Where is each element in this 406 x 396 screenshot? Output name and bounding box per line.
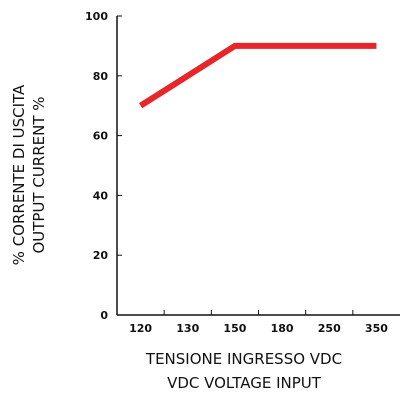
y-axis-ticks: 0 20 40 60 80 100 <box>85 10 122 322</box>
x-axis-title: TENSIONE INGRESSO VDC VDC VOLTAGE INPUT <box>145 350 342 392</box>
x-axis-title-line-2: VDC VOLTAGE INPUT <box>167 374 322 392</box>
x-tick-label: 150 <box>223 322 246 335</box>
y-axis-title-line-2: OUTPUT CURRENT % <box>30 96 48 253</box>
x-axis-title-line-1: TENSIONE INGRESSO VDC <box>145 350 342 368</box>
series-layer <box>138 42 377 109</box>
y-axis-title-line-1: % CORRENTE DI USCITA <box>10 84 28 265</box>
x-tick-label: 250 <box>318 322 341 335</box>
y-tick-label: 40 <box>93 189 109 202</box>
x-tick-label: 180 <box>271 322 294 335</box>
series-line <box>138 42 377 109</box>
x-tick-label: 120 <box>129 322 152 335</box>
y-axis-title: % CORRENTE DI USCITA OUTPUT CURRENT % <box>10 84 48 265</box>
y-tick-label: 60 <box>93 130 109 143</box>
x-tick-label: 350 <box>365 322 388 335</box>
y-tick-label: 80 <box>93 70 109 83</box>
y-tick-label: 0 <box>100 309 108 322</box>
x-tick-label: 130 <box>176 322 199 335</box>
y-tick-label: 20 <box>93 249 109 262</box>
y-tick-label: 100 <box>85 10 108 23</box>
chart-axes <box>116 16 400 316</box>
x-axis-ticks: 120 130 150 180 250 350 <box>129 310 388 335</box>
